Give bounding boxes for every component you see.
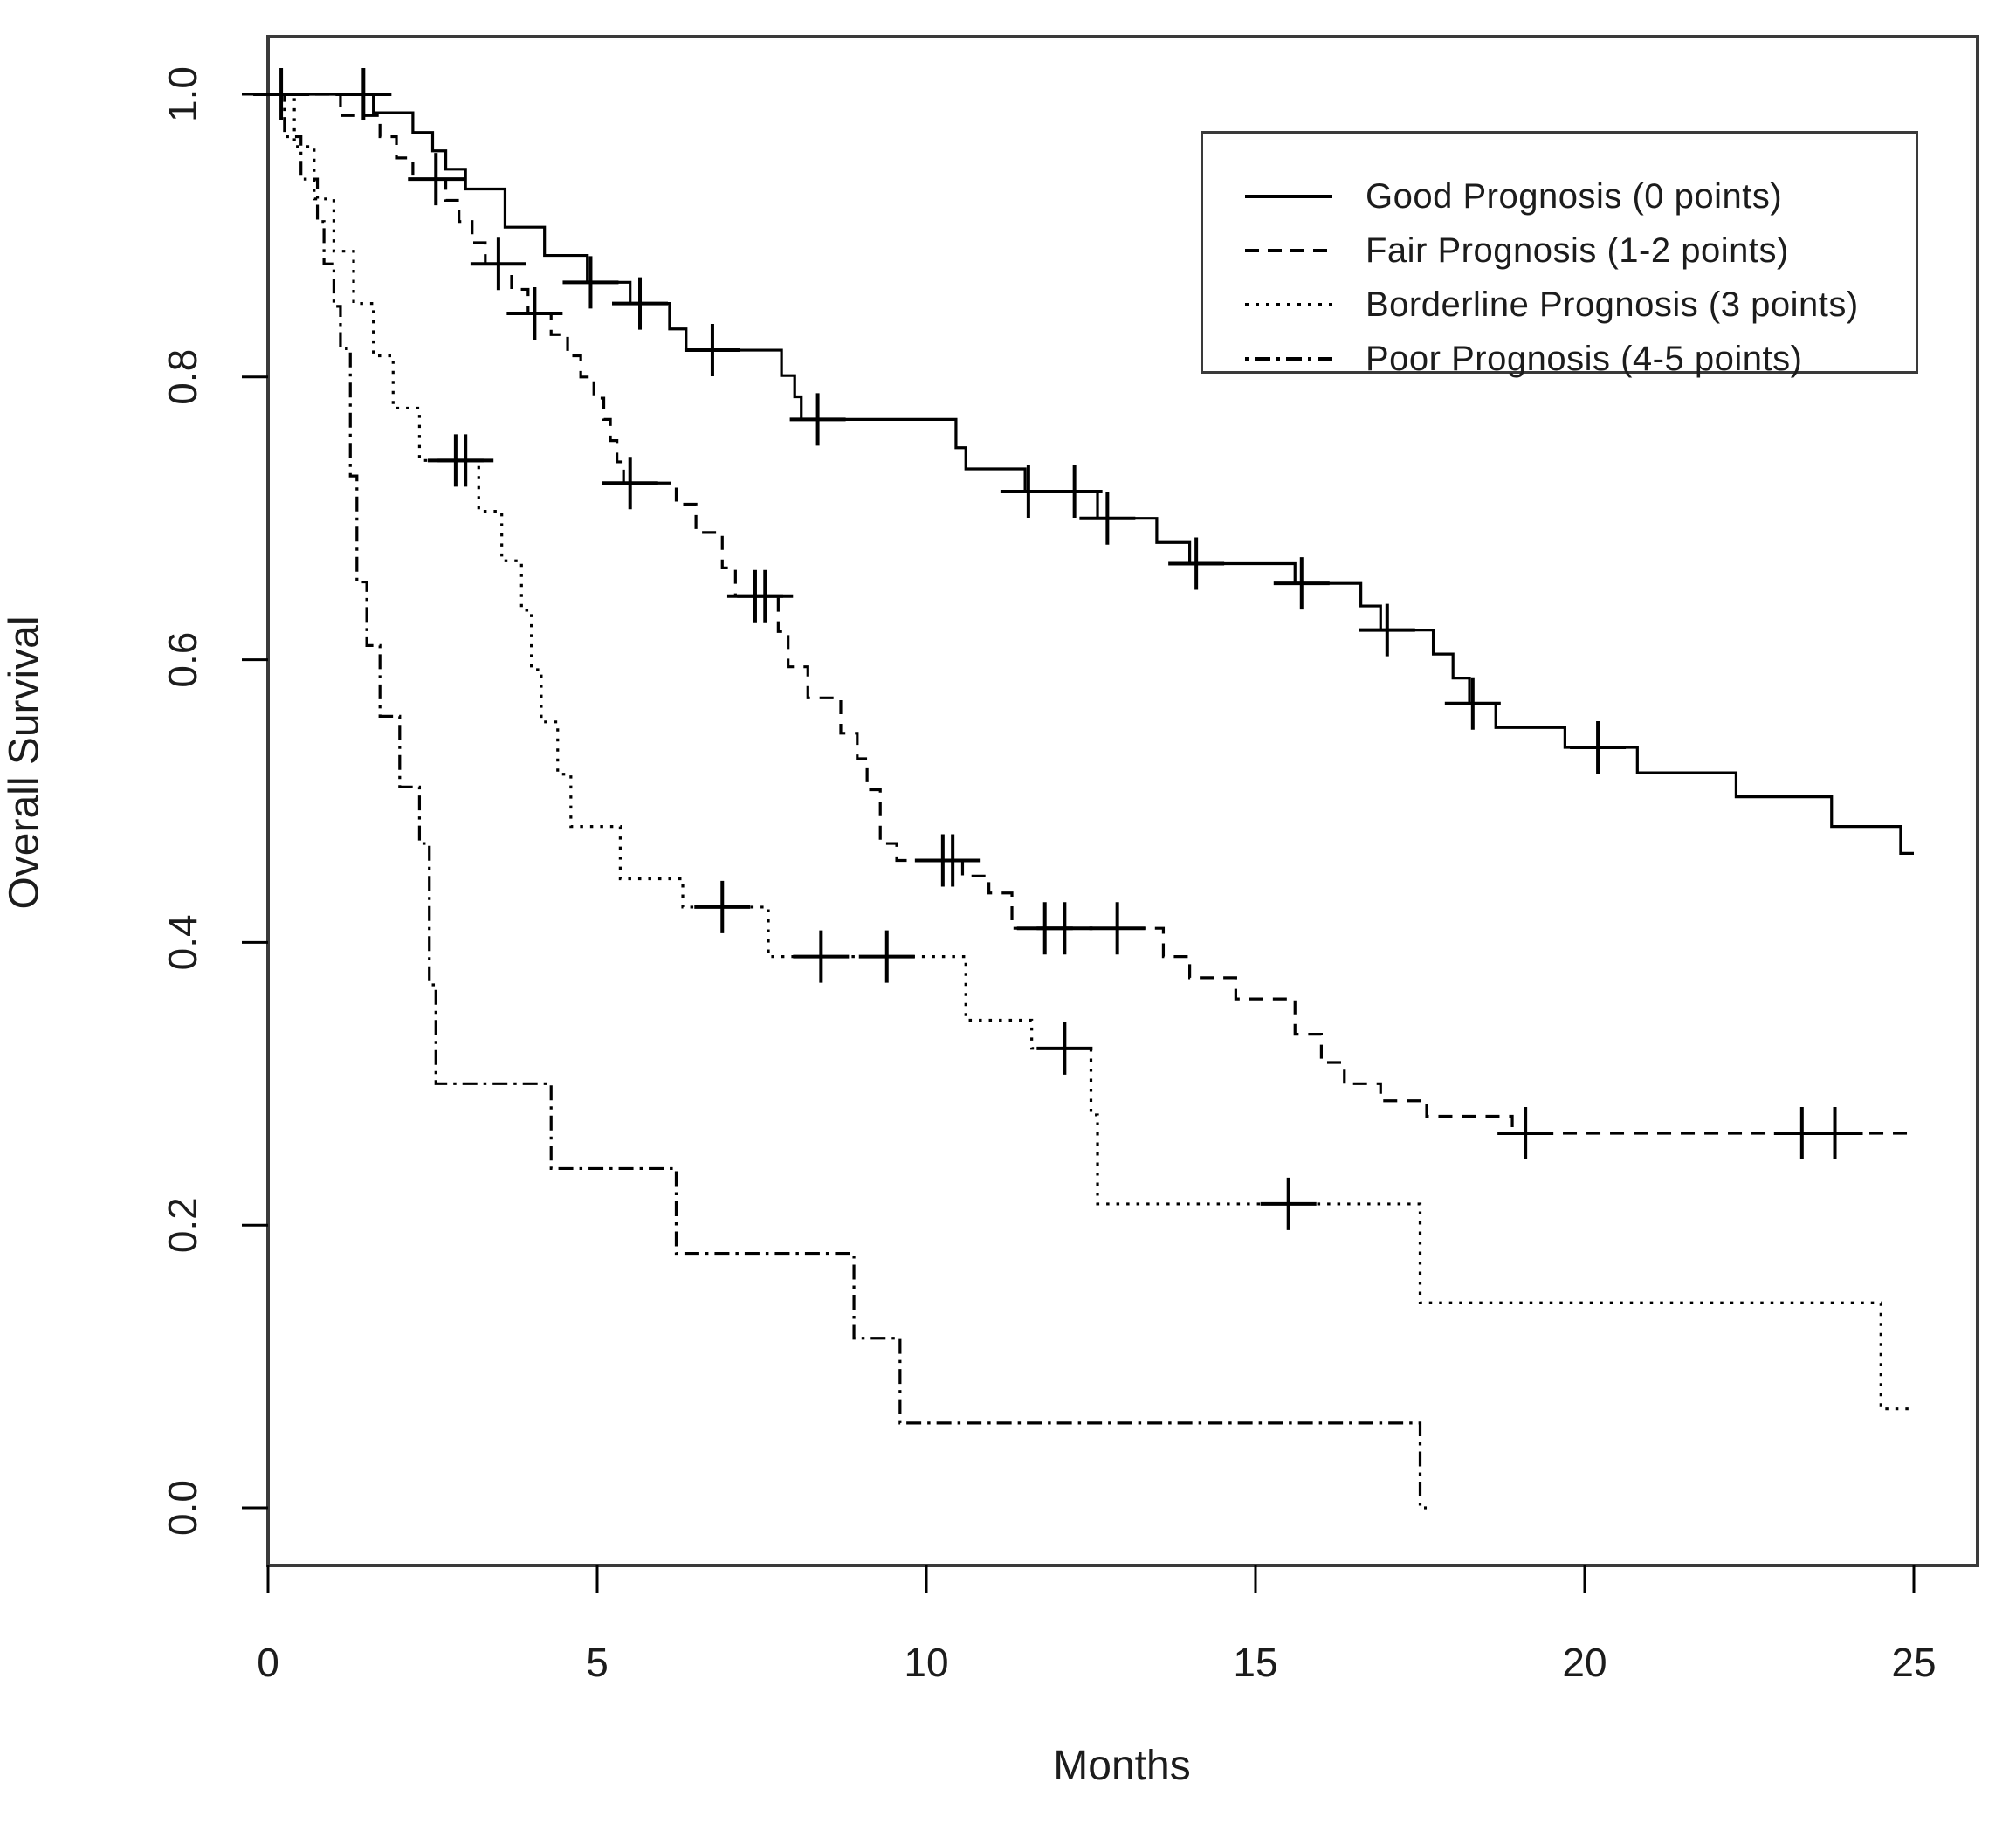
legend-label-good: Good Prognosis (0 points): [1366, 176, 1783, 216]
x-axis-title: Months: [1053, 1743, 1191, 1789]
legend-row-good: Good Prognosis (0 points): [1245, 176, 1783, 216]
curve-fair-prognosis: [268, 93, 1914, 1135]
legend: Good Prognosis (0 points) Fair Prognosis…: [1201, 131, 1918, 378]
legend-line-solid-icon: [1245, 195, 1332, 198]
y-tick-label-0.6: 0.6: [160, 632, 205, 688]
plot-border: [266, 35, 1979, 1567]
legend-label-fair: Fair Prognosis (1-2 points): [1366, 230, 1789, 270]
legend-row-borderline: Borderline Prognosis (3 points): [1245, 285, 1859, 324]
y-tick-label-0.8: 0.8: [160, 349, 205, 405]
x-tick-label-20: 20: [1562, 1640, 1607, 1685]
x-tick-label-10: 10: [904, 1640, 948, 1685]
x-tick-label-15: 15: [1233, 1640, 1277, 1685]
y-tick-label-0: 0.0: [160, 1480, 205, 1536]
legend-label-borderline: Borderline Prognosis (3 points): [1366, 285, 1859, 324]
y-axis-title: Overall Survival: [1, 616, 48, 910]
x-tick-label-0: 0: [257, 1640, 279, 1685]
legend-label-poor: Poor Prognosis (4-5 points): [1366, 339, 1803, 378]
legend-line-dashdot-icon: [1245, 357, 1332, 361]
x-tick-label-5: 5: [586, 1640, 609, 1685]
curve-borderline-prognosis: [268, 93, 1914, 1411]
y-tick-label-0.2: 0.2: [160, 1197, 205, 1253]
legend-line-dotted-icon: [1245, 303, 1332, 306]
y-tick-label-1: 1.0: [160, 66, 205, 122]
curve-good-prognosis: [268, 93, 1914, 856]
legend-line-dashed-icon: [1245, 249, 1332, 252]
y-tick-label-0.4: 0.4: [160, 914, 205, 970]
x-tick-label-25: 25: [1891, 1640, 1936, 1685]
legend-row-poor: Poor Prognosis (4-5 points): [1245, 339, 1803, 378]
legend-row-fair: Fair Prognosis (1-2 points): [1245, 230, 1789, 270]
